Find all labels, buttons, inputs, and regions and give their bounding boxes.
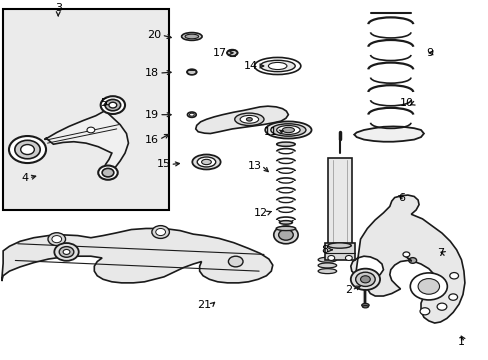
Text: 8: 8 [321,245,328,255]
Circle shape [436,303,446,310]
Ellipse shape [197,157,215,167]
Ellipse shape [240,116,258,123]
Text: 6: 6 [398,193,405,203]
Polygon shape [350,195,464,323]
Circle shape [409,273,447,300]
Circle shape [360,276,369,283]
Text: 12: 12 [253,208,267,218]
Circle shape [52,235,61,243]
Circle shape [417,279,439,294]
Ellipse shape [282,127,294,132]
Text: 1: 1 [457,337,464,347]
Ellipse shape [276,126,300,134]
Text: 16: 16 [145,135,159,145]
Ellipse shape [268,62,286,69]
Ellipse shape [226,50,237,56]
Circle shape [109,102,117,108]
Ellipse shape [189,113,194,116]
Circle shape [345,256,351,261]
Ellipse shape [234,113,264,126]
Bar [328,158,351,246]
Ellipse shape [264,121,311,139]
Circle shape [152,226,169,238]
Circle shape [98,166,118,180]
Polygon shape [195,106,288,134]
Circle shape [273,226,298,244]
Circle shape [402,252,409,257]
Circle shape [350,269,379,290]
Polygon shape [44,104,128,172]
Ellipse shape [361,303,368,307]
Circle shape [408,258,416,263]
Text: 15: 15 [156,159,170,170]
Text: 2: 2 [344,285,351,295]
Polygon shape [353,126,423,142]
Circle shape [48,233,65,246]
Circle shape [87,127,95,133]
Ellipse shape [327,243,350,248]
Text: 20: 20 [147,30,161,40]
Text: 17: 17 [213,48,227,58]
Text: 5: 5 [100,98,107,108]
Ellipse shape [184,34,198,39]
Ellipse shape [318,269,336,274]
Ellipse shape [246,117,252,121]
Text: 13: 13 [247,161,261,171]
Circle shape [9,136,46,163]
Text: 10: 10 [399,98,413,108]
Ellipse shape [260,60,295,72]
Ellipse shape [181,32,202,40]
Circle shape [63,249,70,255]
Text: 9: 9 [426,48,433,58]
Circle shape [15,140,40,159]
Text: 18: 18 [145,68,159,78]
Bar [325,243,354,261]
Circle shape [327,256,334,261]
Bar [3,9,168,210]
Polygon shape [1,229,272,283]
Ellipse shape [276,226,295,231]
Text: 19: 19 [145,110,159,120]
Text: 3: 3 [55,3,61,13]
Ellipse shape [318,263,336,268]
Text: 14: 14 [244,61,258,71]
Circle shape [59,247,74,257]
Ellipse shape [187,112,196,117]
Circle shape [102,168,114,177]
Text: 11: 11 [263,127,277,138]
Circle shape [54,243,79,261]
Ellipse shape [318,257,336,262]
Circle shape [448,294,457,300]
Circle shape [105,99,121,111]
Circle shape [156,229,165,235]
Ellipse shape [254,58,300,75]
Circle shape [101,96,125,114]
Circle shape [419,308,429,315]
Ellipse shape [186,69,196,75]
Circle shape [278,230,293,240]
Circle shape [449,273,458,279]
Ellipse shape [201,159,211,165]
Ellipse shape [279,221,292,224]
Text: 21: 21 [197,300,211,310]
Circle shape [228,256,243,267]
Text: 4: 4 [22,173,29,183]
Text: 7: 7 [436,248,444,258]
Circle shape [20,145,34,154]
Ellipse shape [276,142,295,146]
Ellipse shape [192,154,220,170]
Ellipse shape [362,305,367,308]
Circle shape [355,272,374,287]
Ellipse shape [270,124,305,136]
